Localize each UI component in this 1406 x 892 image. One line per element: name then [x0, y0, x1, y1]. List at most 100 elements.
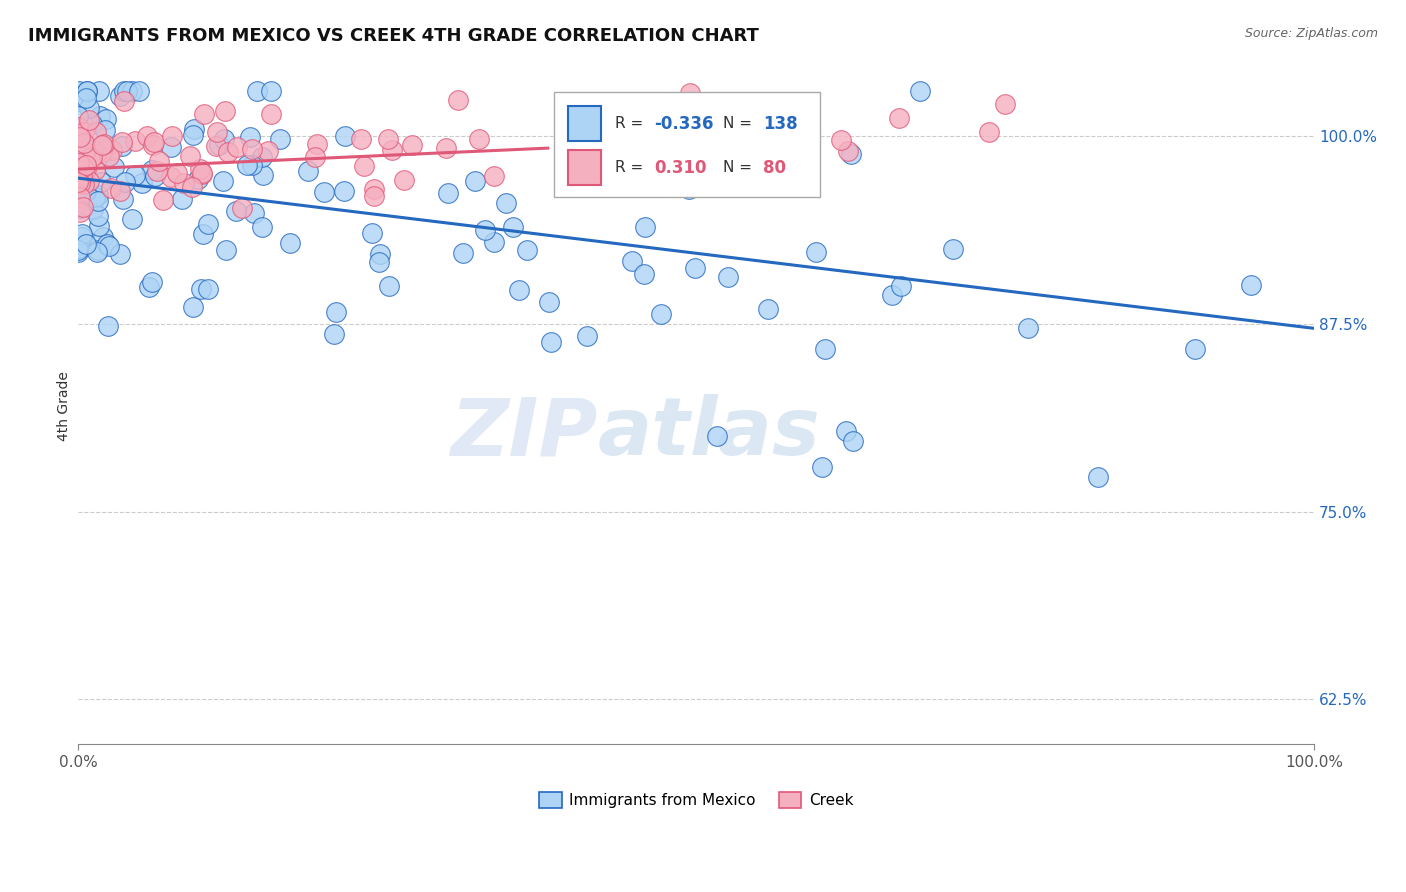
Text: IMMIGRANTS FROM MEXICO VS CREEK 4TH GRADE CORRELATION CHART: IMMIGRANTS FROM MEXICO VS CREEK 4TH GRAD… [28, 27, 759, 45]
Point [508, 283, 530, 297]
Point [401, 138, 423, 153]
Point [160, 128, 183, 143]
Point [87, 194, 110, 209]
Point [236, 157, 259, 171]
Point [75, 159, 97, 173]
Point [392, 172, 415, 186]
Point [260, 107, 283, 121]
Point [160, 140, 183, 154]
Point [193, 107, 215, 121]
Text: 0.310: 0.310 [654, 159, 707, 177]
Point [381, 143, 404, 157]
Point [69, 130, 91, 145]
Text: -0.336: -0.336 [654, 114, 714, 133]
Point [72, 159, 94, 173]
Point [576, 329, 599, 343]
Point [136, 129, 159, 144]
Point [679, 86, 702, 100]
Point [115, 84, 138, 98]
Point [148, 153, 170, 168]
Point [67, 175, 90, 189]
Point [190, 282, 212, 296]
Point [67, 241, 90, 255]
Point [835, 424, 858, 438]
Point [82, 202, 104, 216]
Point [89, 109, 111, 123]
Point [678, 182, 700, 196]
Point [908, 84, 931, 98]
Point [515, 244, 537, 258]
Point [240, 142, 263, 156]
Point [191, 227, 214, 241]
Point [131, 176, 153, 190]
Point [111, 139, 134, 153]
Point [197, 217, 219, 231]
Point [257, 145, 280, 159]
Point [67, 243, 90, 257]
Point [121, 84, 143, 98]
Point [143, 135, 166, 149]
Point [152, 194, 174, 208]
Point [495, 195, 517, 210]
Point [76, 84, 98, 98]
Point [103, 160, 125, 174]
Point [717, 269, 740, 284]
Point [143, 169, 166, 183]
Point [76, 199, 98, 213]
Point [73, 145, 96, 159]
Point [101, 144, 124, 158]
Point [215, 244, 238, 258]
Point [880, 288, 903, 302]
Point [181, 128, 204, 143]
Point [205, 125, 228, 139]
Point [756, 301, 779, 316]
Point [73, 125, 96, 139]
Point [112, 94, 135, 108]
Point [706, 429, 728, 443]
Point [977, 125, 1000, 139]
Text: ZIP: ZIP [450, 394, 598, 473]
Point [173, 176, 195, 190]
Point [94, 112, 117, 126]
Point [887, 112, 910, 126]
Point [437, 186, 460, 200]
Point [260, 84, 283, 98]
Point [98, 148, 121, 162]
Point [252, 150, 274, 164]
Point [91, 138, 114, 153]
Point [67, 238, 90, 252]
Point [87, 219, 110, 234]
Point [211, 174, 233, 188]
Point [73, 139, 96, 153]
Point [83, 162, 105, 177]
Point [468, 132, 491, 146]
Point [110, 184, 132, 198]
Point [70, 229, 93, 244]
Point [84, 125, 107, 139]
Point [180, 180, 202, 194]
Point [80, 150, 103, 164]
Point [464, 174, 486, 188]
Point [83, 144, 105, 158]
Point [76, 150, 98, 164]
Point [368, 246, 391, 260]
Point [599, 140, 621, 154]
Point [141, 162, 163, 177]
Point [1017, 321, 1039, 335]
Point [72, 136, 94, 150]
Y-axis label: 4th Grade: 4th Grade [58, 371, 72, 442]
Point [76, 84, 98, 98]
Point [75, 236, 97, 251]
Point [1184, 342, 1206, 356]
Point [269, 132, 291, 146]
Point [246, 84, 269, 98]
Point [242, 205, 264, 219]
Point [86, 245, 108, 260]
Point [112, 192, 135, 206]
Point [278, 235, 301, 250]
Point [837, 145, 859, 159]
Point [650, 307, 672, 321]
Text: N =: N = [723, 116, 758, 131]
Point [86, 147, 108, 161]
Point [183, 300, 205, 314]
